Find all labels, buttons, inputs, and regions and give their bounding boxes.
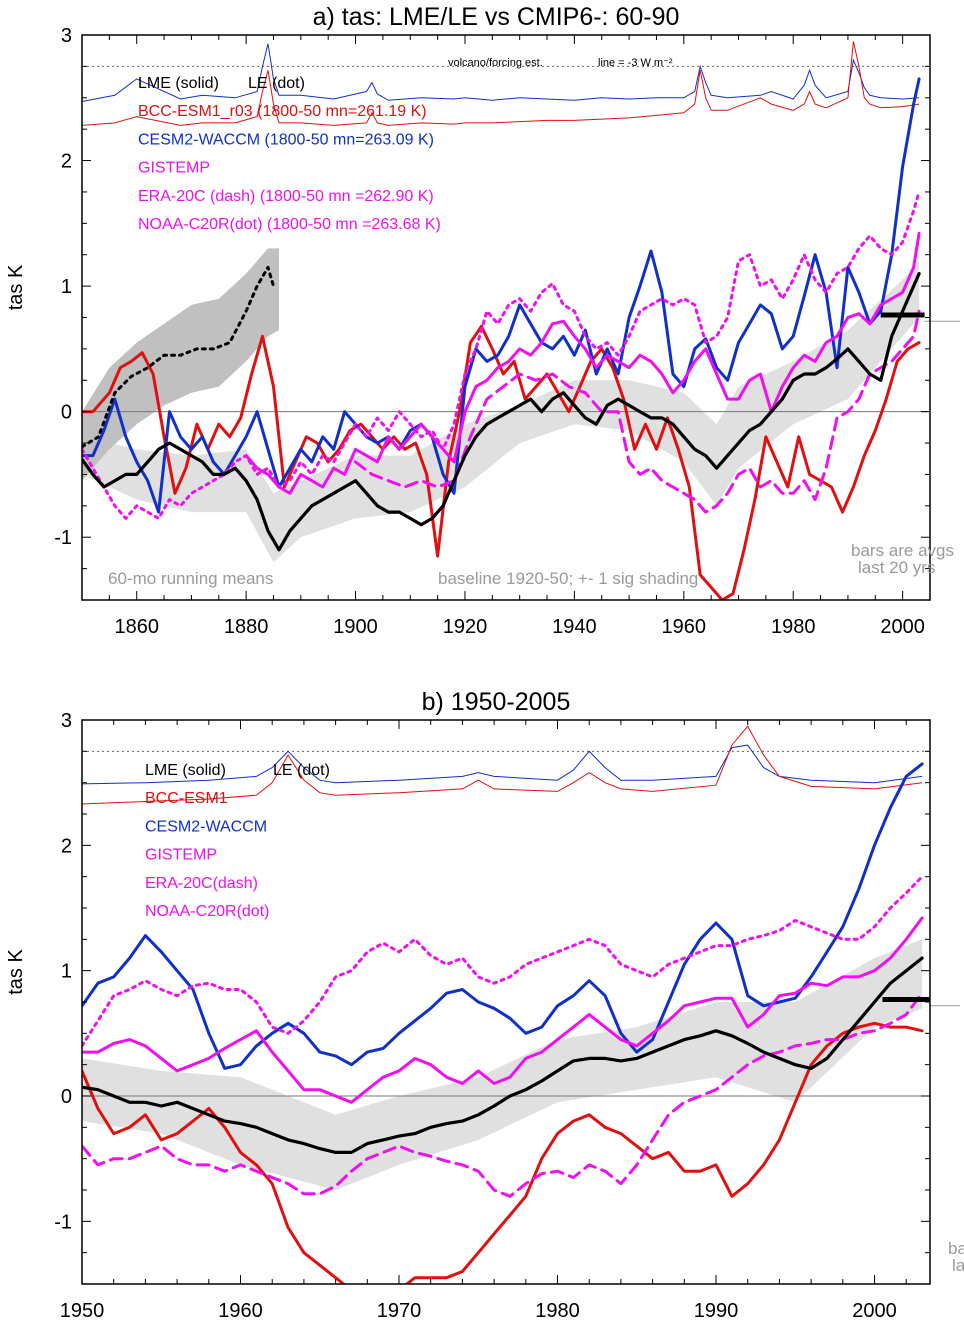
series-gistemp-line	[82, 916, 924, 1104]
series-era-line	[82, 991, 924, 1198]
y-tick-label: 1	[61, 961, 72, 983]
x-tick-label: 1950	[60, 1300, 105, 1322]
series-gistemp-line	[244, 231, 921, 495]
forcing-cesm-line	[82, 744, 923, 785]
forcing-bcc-line	[82, 725, 923, 805]
legend-era: ERA-20C (dash) (1800-50 mn =262.90 K)	[138, 188, 434, 205]
bars-note-2: la	[952, 1256, 964, 1275]
x-tick-label: 1970	[377, 1300, 422, 1322]
series-era-line	[354, 309, 921, 514]
forcing-bcc-line	[82, 41, 920, 126]
y-tick-label: 2	[61, 151, 72, 173]
x-tick-label: 2000	[852, 1300, 897, 1322]
legend-bcc: BCC-ESM1_r03 (1800-50 mn=261.19 K)	[138, 103, 427, 120]
legend-lme: LME (solid)	[145, 762, 226, 779]
legend-noaa: NOAA-C20R(dot)	[145, 903, 269, 920]
y-axis-label: tas K	[5, 264, 27, 310]
series-bcc-line	[82, 324, 921, 600]
x-tick-label: 1990	[694, 1300, 739, 1322]
y-tick-label: 0	[61, 1086, 72, 1108]
legend-noaa: NOAA-C20R(dot) (1800-50 mn =263.68 K)	[138, 216, 441, 233]
bars-note-2: last 20 yrs	[858, 558, 935, 577]
legend-gistemp: GISTEMP	[138, 160, 210, 177]
legend-bcc: BCC-ESM1	[145, 790, 228, 807]
panel-b: -1 0 1 2 3 1950 1960 1970 1980 1990 2000 b) 1950-20…	[5, 688, 964, 1322]
x-tick-label: 1880	[224, 616, 269, 638]
chart-title: a) tas: LME/LE vs CMIP6-: 60-90	[313, 3, 680, 31]
x-tick-label: 1900	[333, 616, 378, 638]
legend-le: LE (dot)	[248, 75, 305, 92]
x-tick-label: 1960	[218, 1300, 263, 1322]
x-tick-label: 1980	[771, 616, 816, 638]
y-tick-label: 3	[61, 710, 72, 732]
lme-spread-band	[82, 939, 923, 1190]
y-tick-label: 0	[61, 402, 72, 424]
lme-spread-band	[82, 261, 920, 563]
running-mean-note: 60-mo running means	[108, 569, 273, 588]
legend-le: LE (dot)	[273, 762, 330, 779]
chart-title: b) 1950-2005	[422, 688, 571, 716]
x-tick-label: 1980	[535, 1300, 580, 1322]
series-lme-line	[82, 956, 924, 1154]
x-tick-label: 1960	[662, 616, 707, 638]
forcing-cesm-line	[82, 43, 920, 102]
legend-lme: LME (solid)	[138, 75, 219, 92]
y-tick-label: 2	[61, 835, 72, 857]
legend-gistemp: GISTEMP	[145, 847, 217, 864]
series-noaa-line	[82, 875, 924, 1048]
legend-cesm: CESM2-WACCM (1800-50 mn=263.09 K)	[138, 131, 434, 148]
x-tick-label: 1920	[443, 616, 488, 638]
series-lme-line	[82, 272, 921, 552]
y-axis-label: tas K	[5, 949, 27, 995]
legend-era: ERA-20C(dash)	[145, 875, 258, 892]
forcing-line-annotation: line = -3 W m⁻²	[598, 57, 673, 69]
x-tick-label: 2000	[880, 616, 925, 638]
series-cesm-line	[82, 77, 921, 514]
le-spread-band	[82, 248, 279, 481]
bars-note-1: bars are avgs	[851, 541, 954, 560]
plot-area	[82, 725, 930, 1284]
bars-note-1: ba	[948, 1239, 964, 1258]
plot-area	[82, 41, 930, 600]
y-tick-label: 3	[61, 25, 72, 47]
series-le_early-line	[82, 265, 275, 449]
baseline-note: baseline 1920-50; +- 1 sig shading	[438, 569, 698, 588]
x-tick-label: 1940	[552, 616, 597, 638]
legend-cesm: CESM2-WACCM	[145, 818, 267, 835]
series-cesm-line	[82, 762, 924, 1070]
panel-a: -1 0 1 2 3 1860 1880 1900 1920 1940 1960 1980 2000 a)…	[5, 3, 960, 638]
y-tick-label: -1	[54, 1211, 72, 1233]
x-tick-label: 1860	[114, 616, 159, 638]
y-tick-label: 1	[61, 276, 72, 298]
forcing-annotation: volcano/forcing est.	[448, 57, 543, 69]
y-tick-label: -1	[54, 527, 72, 549]
